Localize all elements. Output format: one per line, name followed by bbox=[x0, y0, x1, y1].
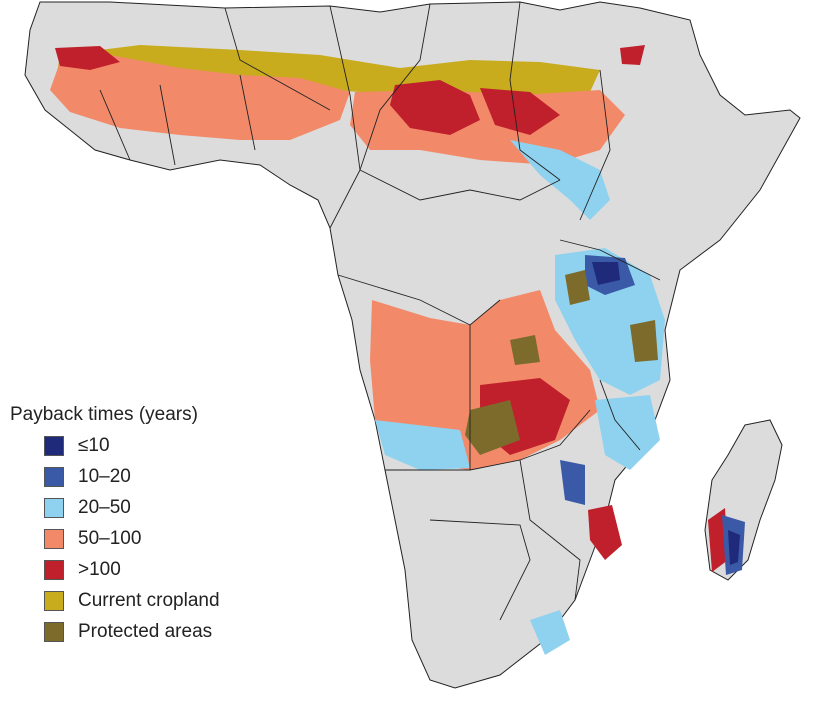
protected-zambia bbox=[465, 400, 520, 455]
legend-label: ≤10 bbox=[78, 434, 110, 456]
protected-tanzania bbox=[565, 270, 590, 305]
legend-swatch bbox=[44, 466, 64, 487]
map-legend: Payback times (years) ≤10 10–20 20–50 50… bbox=[10, 404, 260, 647]
zone-20-50-coast-south bbox=[530, 610, 570, 655]
zone-le10-lake bbox=[592, 262, 620, 285]
legend-label: >100 bbox=[78, 558, 121, 580]
legend-label: 20–50 bbox=[78, 496, 131, 518]
legend-item: >100 bbox=[44, 554, 260, 585]
zone-10-20-zimbabwe bbox=[560, 460, 585, 505]
zone-le10-madagascar bbox=[728, 530, 740, 565]
protected-tanzania-south bbox=[630, 320, 658, 362]
payback-zones bbox=[50, 45, 745, 655]
legend-label: Protected areas bbox=[78, 620, 213, 642]
legend-swatch bbox=[44, 497, 64, 518]
legend-item: ≤10 bbox=[44, 430, 260, 461]
legend-swatch bbox=[44, 621, 64, 642]
protected-angola bbox=[510, 335, 540, 365]
country-borders bbox=[99, 1, 661, 621]
zone-100plus-mozambique bbox=[588, 505, 622, 560]
zone-100plus-eritrea bbox=[620, 45, 645, 65]
zone-50-100-west bbox=[50, 55, 350, 140]
legend-swatch bbox=[44, 590, 64, 611]
zone-20-50-angola-south bbox=[375, 420, 470, 470]
legend-swatch bbox=[44, 559, 64, 580]
legend-item: Protected areas bbox=[44, 616, 260, 647]
legend-item: 10–20 bbox=[44, 461, 260, 492]
legend-item: Current cropland bbox=[44, 585, 260, 616]
legend-label: 50–100 bbox=[78, 527, 142, 549]
legend-swatch bbox=[44, 435, 64, 456]
legend-item: 50–100 bbox=[44, 523, 260, 554]
legend-swatch bbox=[44, 528, 64, 549]
legend-label: 10–20 bbox=[78, 465, 131, 487]
legend-list: ≤10 10–20 20–50 50–100 >100 Current crop… bbox=[10, 430, 260, 647]
legend-title: Payback times (years) bbox=[10, 404, 198, 425]
zone-100plus-sudan bbox=[480, 88, 560, 135]
zone-100plus-chad bbox=[390, 80, 480, 135]
legend-label: Current cropland bbox=[78, 589, 220, 611]
zone-20-50-mozambique bbox=[595, 395, 660, 470]
zone-100plus-senegal bbox=[55, 46, 120, 70]
legend-item: 20–50 bbox=[44, 492, 260, 523]
